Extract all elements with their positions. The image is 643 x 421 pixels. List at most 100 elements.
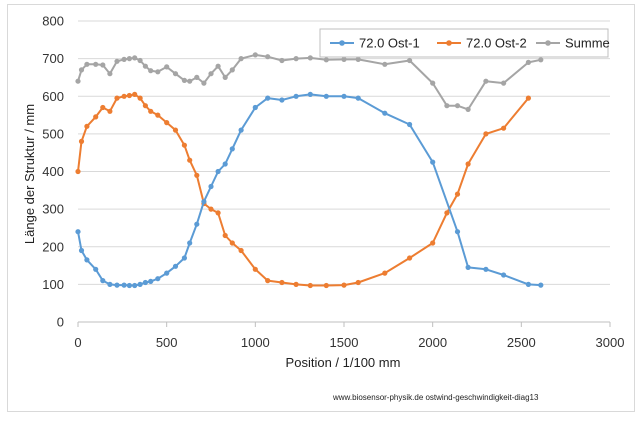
data-point [501, 125, 507, 131]
data-point [215, 210, 221, 216]
data-point [407, 255, 413, 261]
data-point [142, 103, 148, 109]
data-point [501, 80, 507, 86]
data-point [100, 62, 106, 68]
data-point [238, 247, 244, 254]
data-point [142, 63, 148, 69]
data-point [215, 63, 221, 69]
data-point [430, 240, 436, 246]
legend-marker [545, 40, 551, 46]
legend-marker [339, 40, 345, 46]
data-point [265, 278, 271, 284]
data-point [93, 114, 99, 120]
y-tick-label: 0 [57, 315, 64, 330]
data-point [355, 56, 361, 63]
y-tick-label: 100 [42, 277, 64, 292]
data-point [215, 168, 221, 175]
data-point [164, 120, 170, 126]
data-point [483, 78, 489, 84]
x-tick-label: 0 [74, 335, 81, 350]
data-point [307, 55, 313, 61]
data-point [525, 281, 532, 287]
y-tick-label: 500 [42, 126, 64, 141]
data-point [93, 61, 99, 67]
data-point [538, 282, 544, 288]
data-point [279, 279, 285, 286]
data-point [293, 281, 299, 287]
data-point [155, 112, 161, 118]
data-point [164, 64, 170, 70]
series-layer [75, 52, 544, 289]
data-point [407, 57, 413, 64]
data-point [208, 71, 214, 77]
data-point [114, 95, 120, 101]
data-point [126, 56, 132, 62]
y-tick-label: 600 [42, 89, 64, 104]
series-2 [75, 52, 544, 112]
data-point [107, 281, 113, 287]
data-point [78, 138, 85, 144]
data-point [148, 108, 154, 114]
series-0 [75, 91, 544, 289]
data-point [208, 183, 214, 190]
data-point [323, 57, 329, 63]
x-tick-label: 3000 [596, 335, 625, 350]
data-point [430, 80, 436, 86]
data-point [187, 78, 193, 84]
x-tick-label: 500 [156, 335, 178, 350]
data-point [172, 71, 179, 77]
data-point [355, 95, 361, 101]
data-point [164, 270, 170, 276]
data-point [444, 210, 450, 216]
data-point [229, 146, 235, 152]
data-point [132, 55, 138, 61]
data-point [84, 61, 90, 67]
data-point [252, 52, 258, 58]
data-point [307, 91, 313, 97]
legend-label: 72.0 Ost-1 [359, 36, 420, 51]
data-point [132, 282, 138, 289]
y-axis-title: Länge der Struktur / mm [22, 104, 37, 244]
x-tick-label: 1500 [330, 335, 359, 350]
y-tick-label: 700 [42, 51, 64, 66]
data-point [222, 74, 228, 80]
data-point [252, 104, 258, 111]
data-point [430, 159, 436, 165]
x-axis-title: Position / 1/100 mm [286, 355, 401, 370]
data-point [293, 56, 299, 62]
y-tick-label: 800 [42, 14, 64, 29]
data-point [501, 272, 507, 278]
data-point [114, 282, 120, 288]
y-tick-label: 400 [42, 164, 64, 179]
x-tick-label: 2000 [418, 335, 447, 350]
data-point [181, 255, 187, 261]
data-point [155, 69, 161, 75]
data-point [142, 279, 148, 286]
data-point [382, 61, 388, 67]
data-point [137, 95, 143, 101]
data-point [148, 278, 154, 284]
data-point [323, 282, 329, 289]
data-point [444, 103, 450, 109]
data-point [172, 127, 179, 133]
data-point [137, 281, 143, 287]
data-point [525, 59, 532, 65]
data-point [107, 108, 113, 114]
data-point [229, 67, 235, 73]
series-line [77, 93, 541, 287]
data-point [525, 95, 532, 101]
series-1 [75, 91, 532, 289]
data-point [293, 93, 299, 99]
data-point [279, 97, 285, 103]
data-point [341, 93, 347, 99]
legend-label: Summe [565, 36, 610, 51]
data-point [307, 282, 313, 289]
axes [77, 321, 611, 327]
data-point [407, 121, 413, 128]
data-point [75, 168, 81, 175]
data-point [121, 56, 127, 63]
data-point [465, 106, 471, 112]
tick-labels: 0 100 200 300 400 500 600 700 800 0 500 1000 1500 200… [42, 14, 624, 351]
data-point [222, 232, 228, 239]
